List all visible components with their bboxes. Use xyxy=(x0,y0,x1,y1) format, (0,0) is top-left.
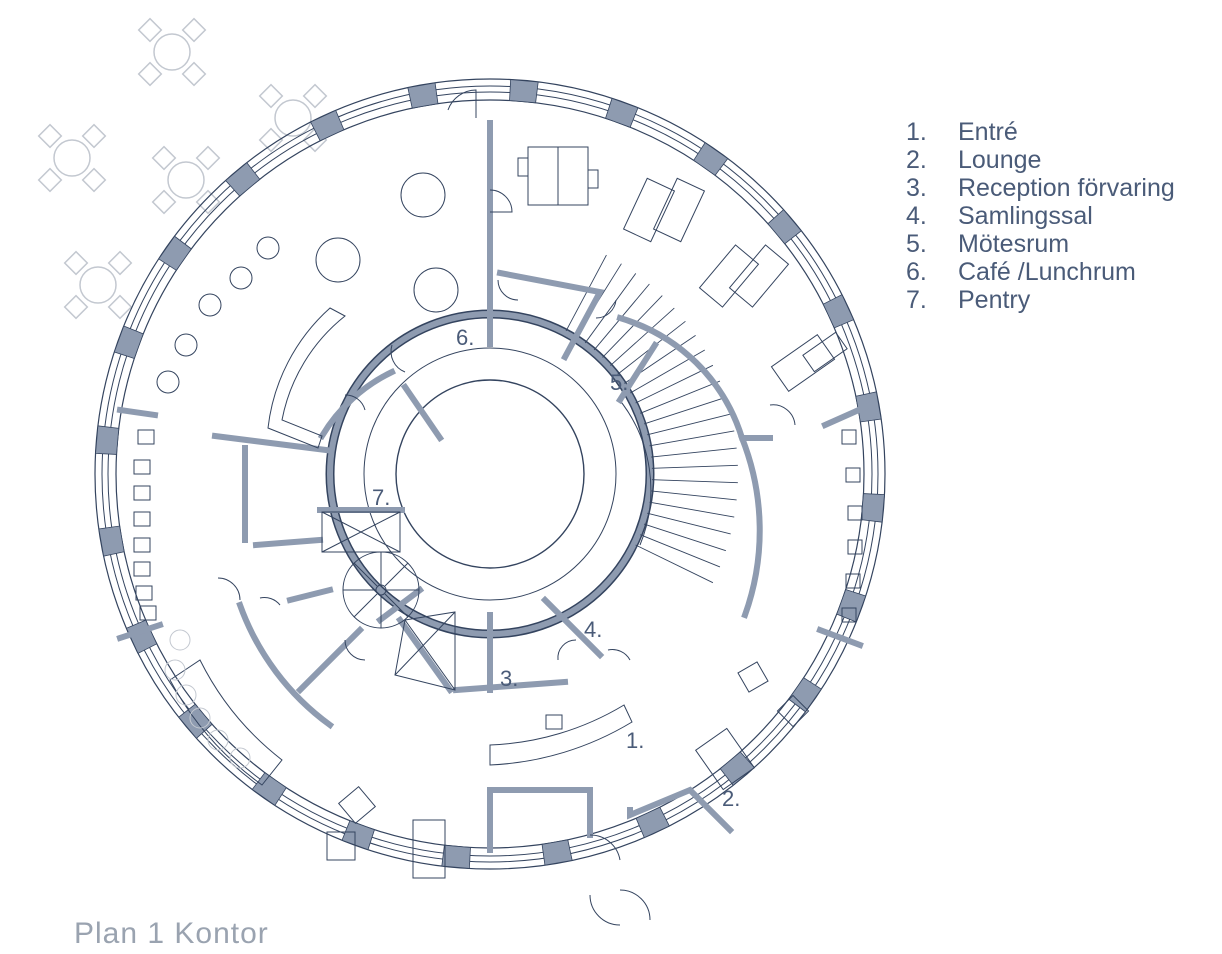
wall-seating-left xyxy=(133,429,157,621)
stair-tread xyxy=(651,479,738,484)
stair-tread xyxy=(602,295,663,358)
wall-column xyxy=(860,493,885,523)
legend-item-pentry: 7. Pentry xyxy=(906,286,1175,314)
legend-label: Reception förvaring xyxy=(958,174,1175,202)
legend-item-entre: 1. Entré xyxy=(906,118,1175,146)
interior-walls xyxy=(116,120,874,853)
doors xyxy=(217,89,796,926)
wall-column xyxy=(158,235,192,271)
legend-num: 3. xyxy=(906,174,927,202)
wall-column xyxy=(541,839,573,866)
stair-tread xyxy=(610,307,675,366)
room-labels: 1. 2. 3. 4. 5. 6. 7. xyxy=(372,325,740,811)
office-desks xyxy=(517,146,848,393)
stair-tread xyxy=(651,464,738,469)
wall-column xyxy=(225,162,261,197)
room-label-6: 6. xyxy=(456,325,474,350)
room-label-5: 5. xyxy=(610,370,628,395)
stair-tread xyxy=(640,380,721,414)
wall-column xyxy=(635,806,670,839)
elevators xyxy=(321,511,456,691)
legend-item-samlingssal: 4. Samlingssal xyxy=(906,202,1175,230)
lounge-furniture xyxy=(326,661,810,879)
wall-column xyxy=(693,142,729,176)
legend-num: 1. xyxy=(906,118,927,146)
legend-label: Mötesrum xyxy=(958,230,1070,258)
legend-label: Entré xyxy=(958,118,1018,146)
room-label-1: 1. xyxy=(626,728,644,753)
spiral-stair xyxy=(342,551,420,629)
cafe-counter xyxy=(267,307,346,449)
stair-tread xyxy=(565,254,607,332)
stair-tread xyxy=(643,396,727,425)
wall-column xyxy=(98,525,125,557)
wall-columns xyxy=(95,79,885,869)
stair-tread xyxy=(640,534,721,568)
wall-column xyxy=(788,677,822,713)
room-label-2: 2. xyxy=(722,786,740,811)
outer-wall xyxy=(94,78,886,870)
legend-label: Samlingssal xyxy=(958,202,1093,230)
legend-item-reception: 3. Reception förvaring xyxy=(906,174,1175,202)
legend-num: 2. xyxy=(906,146,927,174)
cafe-tables xyxy=(156,172,459,394)
legend-label: Lounge xyxy=(958,146,1042,174)
wall-column xyxy=(95,425,120,455)
legend-num: 6. xyxy=(906,258,927,286)
stair-tread xyxy=(635,364,714,404)
wall-column xyxy=(605,97,639,128)
wall-column xyxy=(719,751,755,786)
stair-tread xyxy=(651,490,737,501)
room-label-7: 7. xyxy=(372,485,390,510)
outdoor-tables xyxy=(37,17,328,320)
legend-num: 4. xyxy=(906,202,927,230)
plan-title: Plan 1 Kontor xyxy=(74,917,269,950)
wall-column xyxy=(441,844,471,869)
wall-column xyxy=(836,589,867,623)
legend-item-motesrum: 5. Mötesrum xyxy=(906,230,1175,258)
stair-tread xyxy=(643,523,727,552)
wall-column xyxy=(341,820,375,851)
curved-sofa xyxy=(169,659,283,786)
wall-column xyxy=(113,325,144,359)
legend-num: 5. xyxy=(906,230,927,258)
stair-tread xyxy=(647,512,731,535)
wall-column xyxy=(310,109,345,142)
room-label-3: 3. xyxy=(500,666,518,691)
stair-tread xyxy=(649,430,735,447)
legend-label: Pentry xyxy=(958,286,1031,314)
stair-tread xyxy=(647,413,731,436)
wall-column xyxy=(822,294,855,329)
legend-item-lounge: 2. Lounge xyxy=(906,146,1175,174)
wall-column xyxy=(251,772,287,806)
legend: 1. Entré 2. Lounge 3. Reception förvaring 4… xyxy=(906,118,1175,314)
wall-column xyxy=(767,209,802,245)
stair-tread xyxy=(635,544,714,584)
legend-num: 7. xyxy=(906,286,927,314)
wall-seating-right xyxy=(841,429,863,623)
stair-tread xyxy=(651,447,737,458)
legend-label: Café /Lunchrum xyxy=(958,258,1136,286)
reception-desk xyxy=(489,704,633,766)
stair-tread xyxy=(649,501,735,518)
legend-item-cafe: 6. Café /Lunchrum xyxy=(906,258,1175,286)
sofa-seats xyxy=(164,629,251,769)
wall-column xyxy=(509,79,539,104)
stair-tread xyxy=(584,273,637,344)
wall-column xyxy=(407,82,439,109)
room-label-4: 4. xyxy=(584,617,602,642)
